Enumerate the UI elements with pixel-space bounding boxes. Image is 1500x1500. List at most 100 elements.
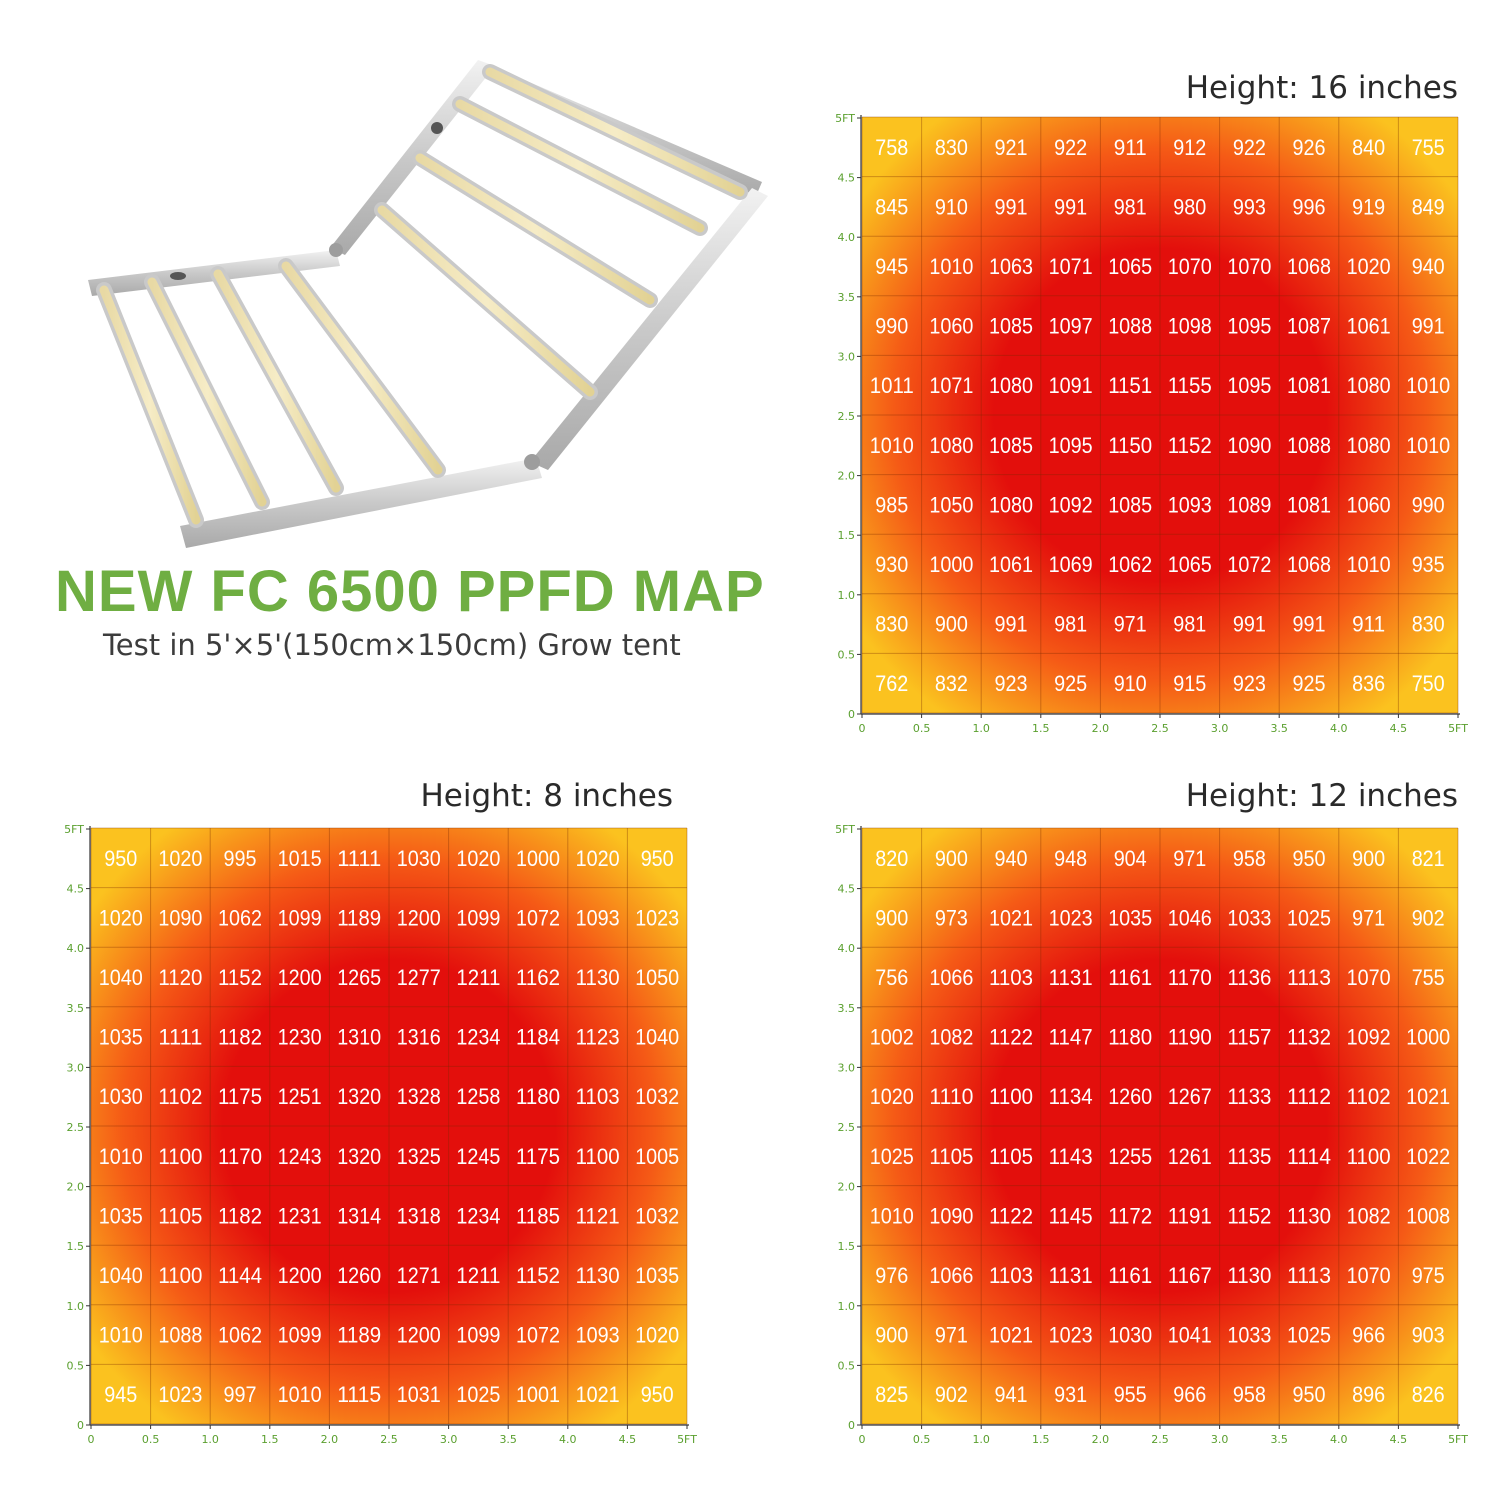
y-tick-label: 3.0 [838,1061,856,1074]
heatmap-cell: 950 [104,846,137,871]
heatmap-cell: 980 [1173,194,1206,219]
heatmap-cell: 1231 [278,1203,322,1228]
heatmap-cell: 955 [1114,1382,1147,1407]
heatmap-cell: 1025 [1287,1323,1331,1348]
heatmap-cell: 1314 [337,1203,381,1228]
heatmap-title: Height: 12 inches [1186,778,1458,814]
heatmap-cell: 1023 [1049,905,1093,930]
heatmap-cell: 981 [1054,612,1087,637]
heatmap-cell: 1092 [1049,492,1093,517]
heatmap-cell: 1113 [1287,965,1331,990]
heatmap-cell: 1310 [337,1025,381,1050]
heatmap-cell: 1170 [218,1144,262,1169]
heatmap-cell: 1070 [1347,965,1391,990]
y-tick-label: 1.0 [67,1300,85,1313]
heatmap-cell: 1090 [1227,433,1271,458]
heatmap-cell: 1062 [1108,552,1152,577]
heatmap-cell: 993 [1233,194,1266,219]
heatmap-cell: 1080 [989,492,1033,517]
y-tick-label: 5FT [835,112,855,125]
heatmap-cell: 912 [1173,135,1206,160]
heatmap-cell: 925 [1054,671,1087,696]
heatmap-cell: 1155 [1168,373,1212,398]
heatmap-cell: 1090 [158,905,202,930]
heatmap-cell: 1243 [278,1144,322,1169]
heatmap-cell: 900 [875,1323,908,1348]
heatmap-cell: 1131 [1049,1263,1093,1288]
heatmap-cell: 1022 [1406,1144,1450,1169]
heatmap-cell: 1100 [158,1263,202,1288]
heatmap-cell: 1040 [99,965,143,990]
heatmap-cell: 990 [1412,492,1445,517]
heatmap-cell: 1100 [1347,1144,1391,1169]
heatmap-cell: 1062 [218,1323,262,1348]
heatmap-cell: 1114 [1287,1144,1331,1169]
heatmap-cell: 911 [1114,135,1147,160]
heatmap-cell: 1152 [218,965,262,990]
heatmap-cell: 1180 [516,1084,560,1109]
heatmap-cell: 1162 [516,965,560,990]
heatmap-cell: 971 [1114,612,1147,637]
heatmap-cell: 1234 [456,1025,500,1050]
x-tick-label: 0.5 [142,1433,160,1446]
heatmap-cell: 1130 [1227,1263,1271,1288]
heatmap-cell: 1161 [1108,965,1152,990]
heatmap-cell: 991 [1233,612,1266,637]
heatmap-cell: 1023 [158,1382,202,1407]
y-tick-label: 0 [77,1419,84,1432]
heatmap-cell: 1010 [929,254,973,279]
heatmap-cell: 1070 [1347,1263,1391,1288]
heatmap-cell: 756 [875,965,908,990]
heatmap-cell: 940 [995,846,1028,871]
heatmap-cell: 973 [935,905,968,930]
y-tick-label: 3.0 [838,350,856,363]
x-tick-label: 1.5 [1032,1433,1050,1446]
heatmap-cell: 958 [1233,1382,1266,1407]
heatmap-cell: 981 [1114,194,1147,219]
heatmap-cell: 1260 [337,1263,381,1288]
heatmap-cell: 966 [1173,1382,1206,1407]
heatmap-cell: 1093 [576,1323,620,1348]
heatmap-cell: 1147 [1049,1025,1093,1050]
x-tick-label: 2.0 [321,1433,339,1446]
heatmap-cell: 1030 [397,846,441,871]
heatmap-cell: 1010 [99,1323,143,1348]
test-conditions: Test in 5'×5'(150cm×150cm) Grow tent [103,628,681,662]
heatmap-cell: 1170 [1168,965,1212,990]
heatmap-cell: 948 [1054,846,1087,871]
heatmap-cell: 1115 [337,1382,381,1407]
heatmap-cell: 1087 [1287,314,1331,339]
heatmap-cell: 1010 [870,433,914,458]
heatmap-cell: 1190 [1168,1025,1212,1050]
heatmap-cell: 825 [875,1382,908,1407]
heatmap-cell: 830 [1412,612,1445,637]
x-tick-label: 4.5 [1390,1433,1408,1446]
heatmap-cell: 836 [1352,671,1385,696]
heatmap-cell: 1121 [576,1203,620,1228]
heatmap-cell: 926 [1293,135,1326,160]
heatmap-cell: 1020 [1347,254,1391,279]
heatmap-cell: 1035 [99,1025,143,1050]
heatmap-cell: 1130 [576,1263,620,1288]
y-tick-label: 3.5 [838,1002,856,1015]
heatmap-cell: 1260 [1108,1084,1152,1109]
y-tick-label: 5FT [835,823,855,836]
heatmap-cell: 1015 [278,846,322,871]
x-tick-label: 3.5 [499,1433,517,1446]
heatmap-cell: 1040 [635,1025,679,1050]
x-tick-label: 3.0 [1211,1433,1229,1446]
y-tick-label: 2.5 [838,410,856,423]
heatmap-cell: 1001 [516,1382,560,1407]
heatmap-cell: 991 [1412,314,1445,339]
heatmap-cell: 1100 [576,1144,620,1169]
heatmap-cell: 1025 [456,1382,500,1407]
heatmap-cell: 849 [1412,194,1445,219]
heatmap-title: Height: 8 inches [420,778,673,814]
heatmap-cell: 896 [1352,1382,1385,1407]
heatmap-cell: 997 [224,1382,257,1407]
heatmap-cell: 1145 [1049,1203,1093,1228]
heatmap-cell: 755 [1412,965,1445,990]
heatmap-cell: 1021 [989,905,1033,930]
y-tick-label: 1.5 [67,1240,85,1253]
heatmap-cell: 1063 [989,254,1033,279]
